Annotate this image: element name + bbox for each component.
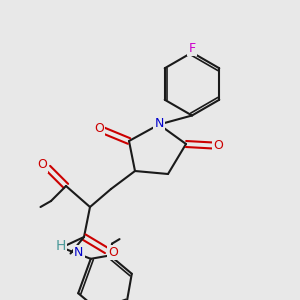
Text: O: O — [37, 158, 47, 172]
Text: H: H — [56, 239, 66, 253]
Text: O: O — [108, 245, 118, 259]
Text: F: F — [188, 41, 196, 55]
Text: O: O — [94, 122, 104, 136]
Text: N: N — [74, 245, 84, 259]
Text: O: O — [214, 139, 223, 152]
Text: N: N — [154, 116, 164, 130]
